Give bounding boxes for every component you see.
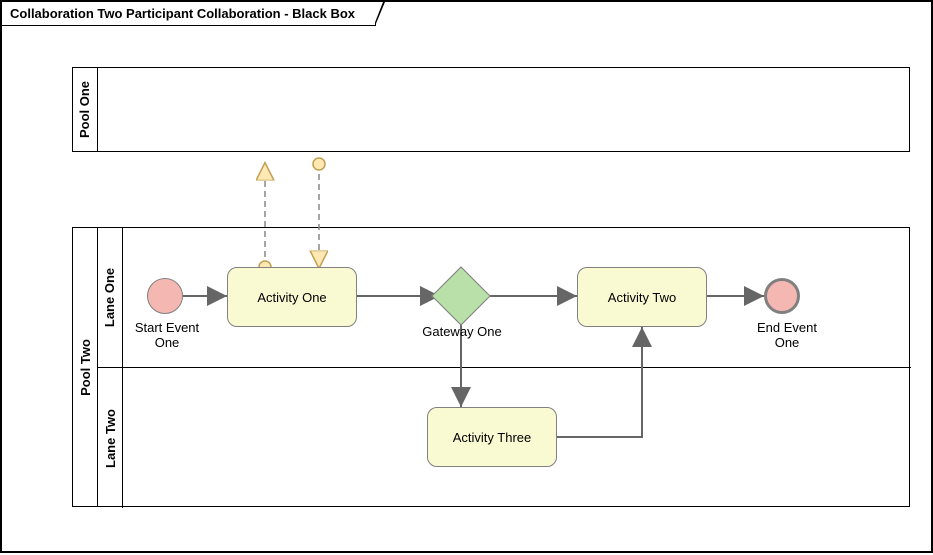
pool-one: Pool One — [72, 67, 910, 152]
end-event — [764, 278, 800, 314]
lane-one-label: Lane One — [98, 228, 123, 367]
diagram-title-tab: Collaboration Two Participant Collaborat… — [2, 2, 376, 26]
bpmn-diagram: Collaboration Two Participant Collaborat… — [0, 0, 933, 553]
lane-one-label-text: Lane One — [103, 268, 118, 327]
gateway-one-label: Gateway One — [422, 324, 502, 339]
activity-two: Activity Two — [577, 267, 707, 327]
pool-two-label-text: Pool Two — [78, 339, 93, 396]
pool-one-label-text: Pool One — [78, 81, 93, 138]
end-event-label: End Event One — [747, 320, 827, 350]
start-event — [147, 278, 183, 314]
start-event-label-text: Start Event One — [135, 320, 199, 350]
activity-one-label: Activity One — [257, 290, 326, 305]
pool-one-label: Pool One — [73, 68, 98, 151]
lane-two-label: Lane Two — [98, 368, 123, 508]
activity-two-label: Activity Two — [608, 290, 676, 305]
pool-two-label: Pool Two — [73, 228, 98, 506]
start-event-label: Start Event One — [127, 320, 207, 350]
lane-two-label-text: Lane Two — [103, 409, 118, 468]
end-event-label-text: End Event One — [757, 320, 817, 350]
diagram-title: Collaboration Two Participant Collaborat… — [10, 6, 355, 21]
gateway-one-label-text: Gateway One — [422, 324, 502, 339]
activity-three-label: Activity Three — [453, 430, 532, 445]
activity-three: Activity Three — [427, 407, 557, 467]
activity-one: Activity One — [227, 267, 357, 327]
